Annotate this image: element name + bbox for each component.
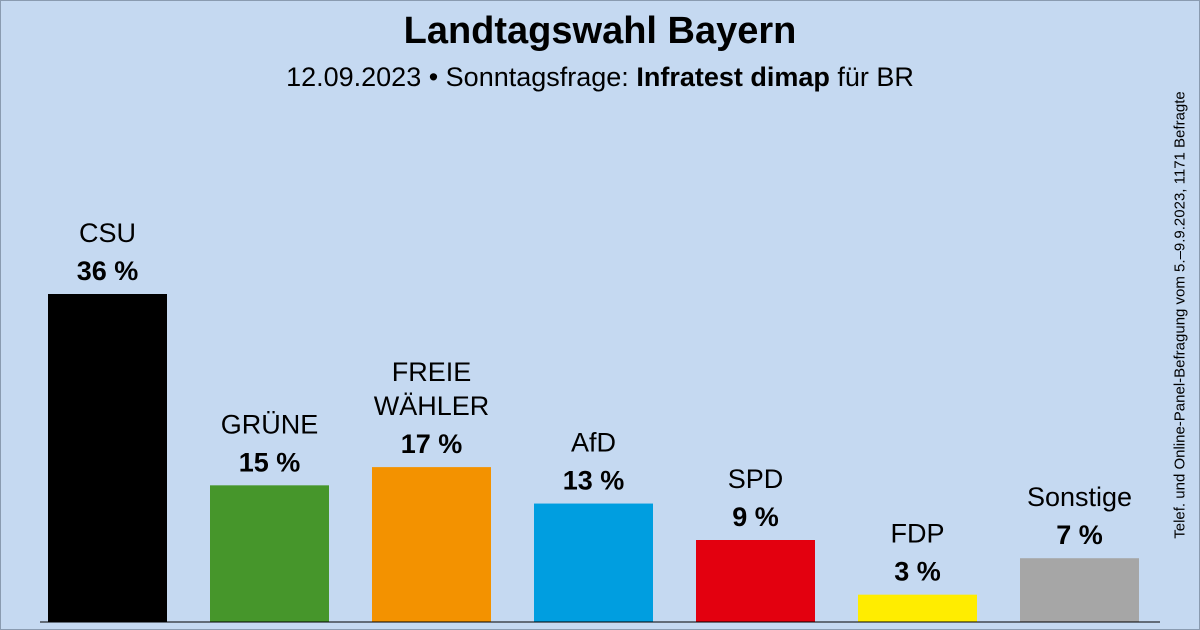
category-label-afd: AfD [571,428,616,458]
value-label-fdp: 3 % [894,557,941,587]
value-label-spd: 9 % [732,502,779,532]
bar-sonstige [1020,558,1139,622]
bar-fdp [858,594,977,622]
value-label-csu: 36 % [77,256,139,286]
category-label-grüne: GRÜNE [221,409,319,439]
bar-csu [48,294,167,622]
bar-afd [534,503,653,622]
survey-note: Telef. und Online-Panel-Befragung vom 5.… [1171,91,1189,539]
category-label-fdp: FDP [891,519,945,549]
value-label-sonstige: 7 % [1056,520,1103,550]
category-label-csu: CSU [79,218,136,248]
category-label-freie-wähler: WÄHLER [374,391,490,421]
subtitle-date: 12.09.2023 • Sonntagsfrage: [286,62,629,92]
category-label-sonstige: Sonstige [1027,482,1132,512]
category-label-freie-wähler: FREIE [392,357,472,387]
value-label-afd: 13 % [563,466,625,496]
bar-spd [696,540,815,622]
subtitle-client: für BR [837,62,914,92]
value-label-grüne: 15 % [239,447,301,477]
category-label-spd: SPD [728,464,784,494]
chart-subtitle: 12.09.2023 • Sonntagsfrage: Infratest di… [0,62,1200,93]
bar-grüne [210,485,329,622]
bar-freie-wähler [372,467,491,622]
chart-title: Landtagswahl Bayern [403,10,797,52]
value-label-freie-wähler: 17 % [401,429,463,459]
subtitle-institute: Infratest dimap [636,62,830,92]
